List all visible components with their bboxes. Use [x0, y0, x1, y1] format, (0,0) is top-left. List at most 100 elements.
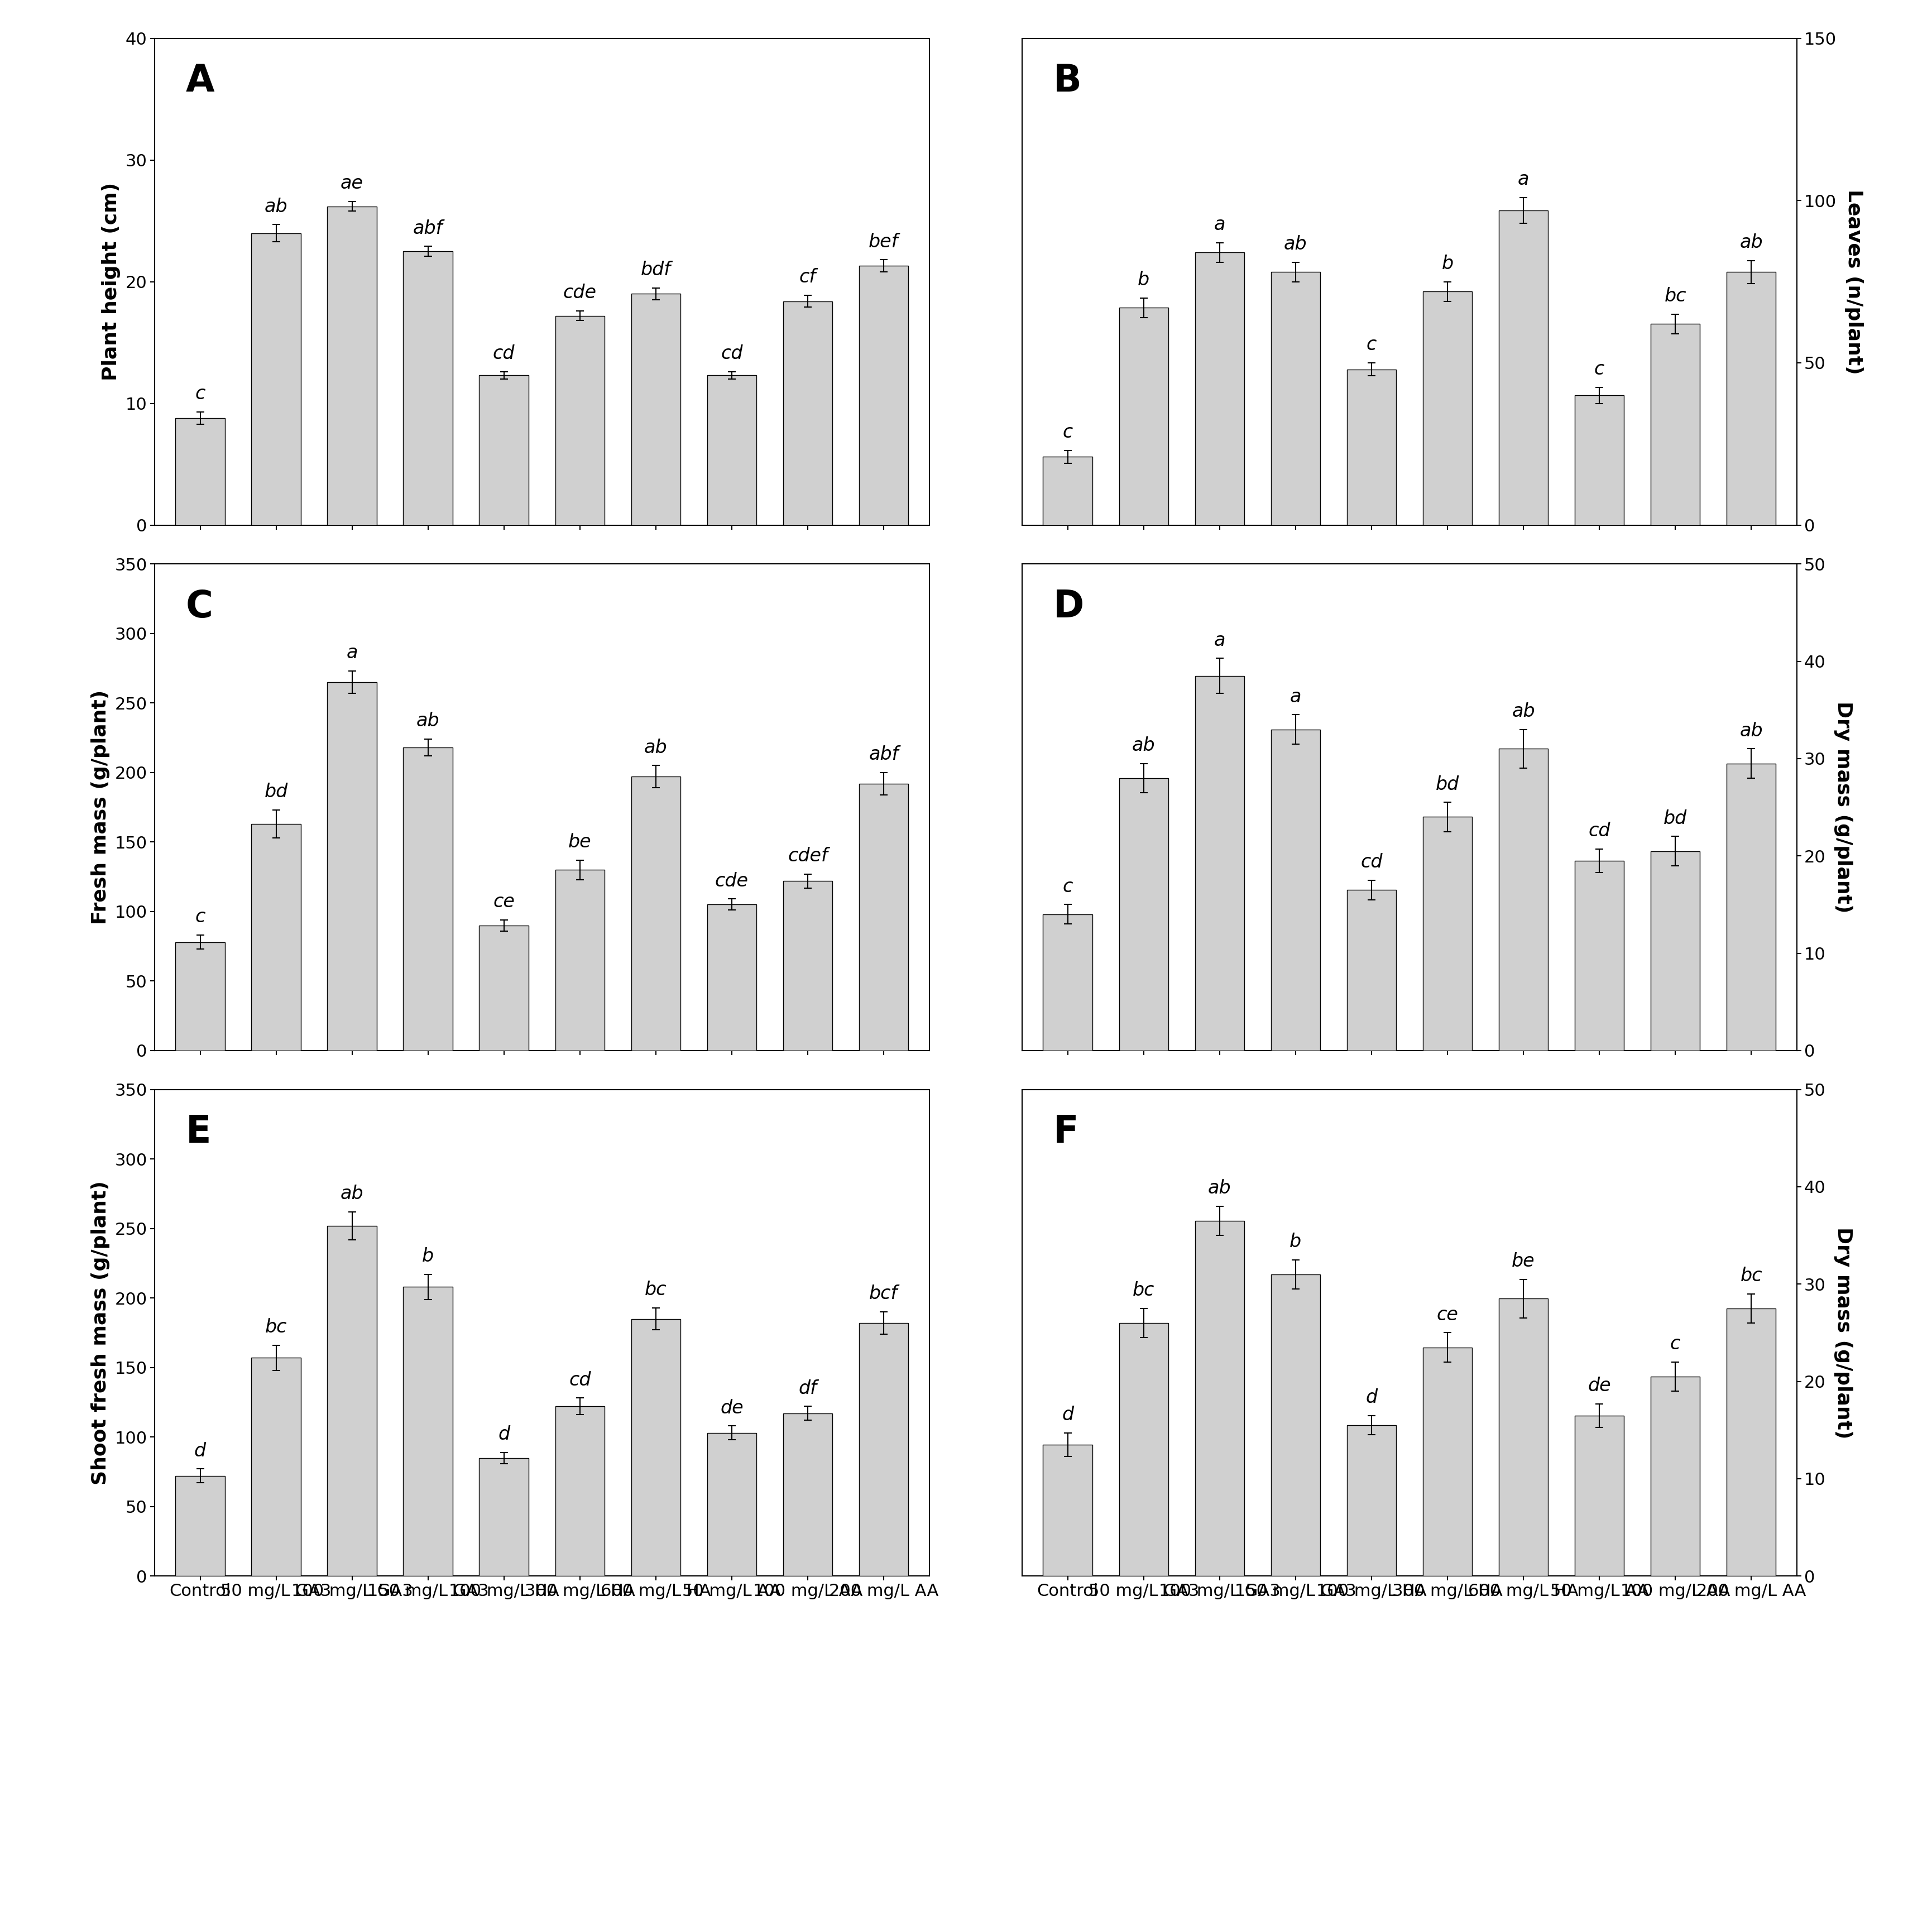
- Bar: [176, 417, 224, 525]
- Text: a: a: [1519, 171, 1528, 188]
- Text: c: c: [1063, 423, 1072, 442]
- Text: bd: bd: [265, 782, 288, 801]
- Bar: [251, 233, 301, 525]
- Text: c: c: [1366, 336, 1378, 354]
- Text: bc: bc: [1741, 1267, 1762, 1286]
- Text: ab: ab: [1285, 234, 1308, 254]
- Text: cf: cf: [800, 267, 815, 286]
- Bar: [1194, 1220, 1244, 1576]
- Bar: [327, 206, 377, 525]
- Text: D: D: [1053, 588, 1084, 625]
- Bar: [1347, 369, 1397, 525]
- Text: cd: cd: [568, 1370, 591, 1390]
- Bar: [1499, 750, 1548, 1051]
- Bar: [860, 784, 908, 1051]
- Text: cd: cd: [1588, 823, 1611, 840]
- Bar: [327, 682, 377, 1051]
- Text: bd: bd: [1663, 809, 1687, 828]
- Text: ab: ab: [340, 1184, 363, 1203]
- Text: d: d: [498, 1424, 510, 1443]
- Bar: [1727, 273, 1776, 525]
- Text: cd: cd: [493, 344, 516, 363]
- Text: ab: ab: [1511, 702, 1536, 721]
- Bar: [176, 942, 224, 1051]
- Text: ab: ab: [643, 738, 667, 757]
- Text: ab: ab: [265, 198, 288, 215]
- Text: bef: bef: [869, 233, 898, 252]
- Text: cd: cd: [1360, 853, 1383, 871]
- Bar: [554, 315, 605, 525]
- Bar: [707, 1432, 757, 1576]
- Bar: [632, 776, 680, 1051]
- Text: b: b: [421, 1247, 435, 1265]
- Bar: [860, 265, 908, 525]
- Bar: [327, 1226, 377, 1576]
- Text: a: a: [1213, 630, 1225, 650]
- Text: cd: cd: [721, 344, 742, 363]
- Text: b: b: [1291, 1232, 1302, 1251]
- Bar: [1650, 851, 1700, 1051]
- Text: cde: cde: [562, 284, 597, 302]
- Bar: [554, 871, 605, 1051]
- Text: c: c: [195, 384, 205, 404]
- Bar: [782, 302, 833, 525]
- Text: c: c: [195, 907, 205, 926]
- Bar: [782, 880, 833, 1051]
- Bar: [1194, 677, 1244, 1051]
- Text: ab: ab: [1739, 721, 1762, 740]
- Bar: [1575, 861, 1625, 1051]
- Bar: [632, 1318, 680, 1576]
- Bar: [1575, 396, 1625, 525]
- Bar: [176, 1476, 224, 1576]
- Text: be: be: [568, 832, 591, 851]
- Text: a: a: [1213, 215, 1225, 234]
- Text: A: A: [185, 63, 214, 100]
- Text: b: b: [1441, 254, 1453, 273]
- Text: F: F: [1053, 1113, 1078, 1151]
- Bar: [1271, 728, 1320, 1051]
- Text: bc: bc: [265, 1318, 288, 1336]
- Bar: [479, 1459, 529, 1576]
- Bar: [1271, 1274, 1320, 1576]
- Bar: [1650, 325, 1700, 525]
- Bar: [479, 924, 529, 1051]
- Bar: [707, 375, 757, 525]
- Bar: [1194, 252, 1244, 525]
- Bar: [860, 1322, 908, 1576]
- Bar: [707, 905, 757, 1051]
- Bar: [1347, 890, 1397, 1051]
- Text: C: C: [185, 588, 213, 625]
- Text: abf: abf: [413, 219, 442, 238]
- Text: bd: bd: [1435, 775, 1459, 794]
- Bar: [1650, 1376, 1700, 1576]
- Bar: [632, 294, 680, 525]
- Text: df: df: [798, 1380, 817, 1397]
- Bar: [1575, 1415, 1625, 1576]
- Text: ce: ce: [1437, 1305, 1459, 1324]
- Y-axis label: Dry mass (g/plant): Dry mass (g/plant): [1833, 702, 1853, 913]
- Y-axis label: Dry mass (g/plant): Dry mass (g/plant): [1833, 1226, 1853, 1440]
- Bar: [251, 1357, 301, 1576]
- Text: cdef: cdef: [788, 848, 827, 865]
- Bar: [1499, 209, 1548, 525]
- Text: bcf: bcf: [869, 1284, 898, 1303]
- Text: abf: abf: [869, 746, 898, 763]
- Text: cde: cde: [715, 873, 748, 890]
- Bar: [404, 1288, 452, 1576]
- Text: c: c: [1594, 359, 1604, 379]
- Text: ab: ab: [415, 711, 440, 730]
- Bar: [1347, 1426, 1397, 1576]
- Text: d: d: [1063, 1405, 1074, 1424]
- Text: bdf: bdf: [641, 261, 670, 279]
- Bar: [1727, 763, 1776, 1051]
- Text: be: be: [1511, 1251, 1536, 1270]
- Text: ce: ce: [493, 892, 514, 911]
- Bar: [1043, 457, 1092, 525]
- Bar: [1422, 1347, 1472, 1576]
- Y-axis label: Fresh mass (g/plant): Fresh mass (g/plant): [91, 690, 110, 924]
- Text: de: de: [1588, 1376, 1611, 1395]
- Text: bc: bc: [1132, 1282, 1155, 1299]
- Bar: [1043, 1445, 1092, 1576]
- Text: d: d: [195, 1442, 207, 1461]
- Bar: [1422, 817, 1472, 1051]
